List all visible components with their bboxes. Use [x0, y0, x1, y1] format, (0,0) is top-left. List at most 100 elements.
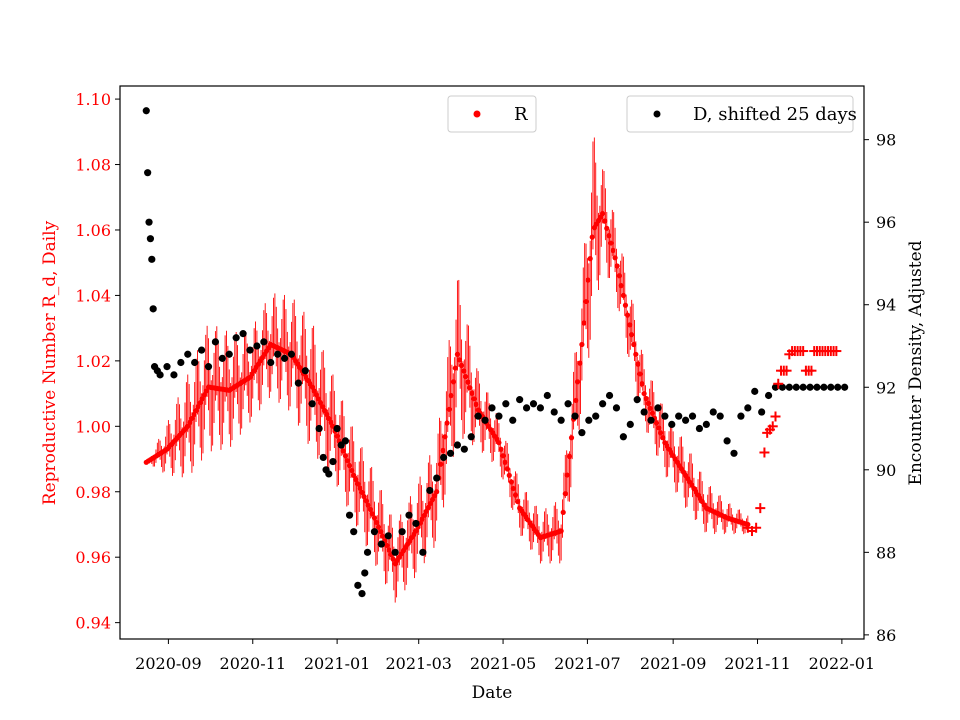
x-axis-label: Date — [472, 683, 513, 703]
y-right-tick-label: 86 — [876, 626, 896, 645]
d-point — [619, 433, 627, 441]
d-point — [319, 453, 327, 462]
r-point — [647, 405, 653, 411]
r-plus-marker — [755, 503, 766, 514]
r-point — [581, 320, 587, 326]
d-point — [467, 433, 475, 441]
r-point — [506, 472, 512, 478]
r-point — [365, 502, 371, 508]
r-point — [429, 497, 436, 503]
d-point — [585, 416, 593, 424]
r-point — [606, 233, 612, 239]
d-point — [522, 404, 531, 412]
d-point — [260, 338, 268, 346]
r-plus-marker — [751, 522, 762, 533]
r-point — [324, 411, 330, 418]
d-point — [170, 371, 178, 379]
r-point — [199, 396, 205, 402]
d-point — [149, 305, 157, 313]
d-point — [682, 416, 690, 424]
d-points — [142, 107, 849, 598]
r-point — [618, 283, 624, 289]
y-left-tick-label: 1.02 — [75, 352, 111, 371]
legend-d: D, shifted 25 days — [626, 95, 857, 133]
r-point — [560, 509, 566, 515]
d-point — [405, 511, 413, 519]
d-point — [509, 416, 517, 424]
legend-r-box — [447, 95, 537, 133]
d-point — [481, 416, 489, 424]
x-tick-label: 2021-11 — [724, 654, 790, 673]
d-point — [191, 358, 199, 367]
d-point — [325, 470, 333, 478]
d-point — [460, 445, 468, 453]
r-point — [465, 379, 471, 385]
d-point — [267, 358, 275, 367]
d-point — [778, 383, 787, 391]
r-point — [633, 351, 639, 357]
r-point — [626, 322, 633, 328]
y-left-tick-label: 0.94 — [75, 614, 111, 633]
r-point — [467, 385, 473, 391]
r-point — [583, 298, 589, 305]
d-point — [474, 412, 482, 420]
d-point — [412, 519, 420, 528]
r-point — [656, 425, 662, 431]
d-point — [308, 400, 316, 408]
d-point — [177, 358, 185, 367]
r-point — [421, 512, 427, 518]
r-point — [585, 277, 591, 283]
r-point — [504, 466, 510, 472]
y-right-tick-label: 96 — [876, 213, 896, 232]
d-point — [211, 338, 220, 346]
d-point — [702, 420, 710, 429]
r-point — [577, 360, 583, 366]
r-point — [568, 435, 575, 441]
r-point — [189, 415, 195, 422]
r-point — [425, 504, 431, 511]
y-right-tick-label: 88 — [876, 543, 896, 562]
d-point — [592, 412, 600, 420]
r-point — [622, 302, 629, 308]
x-tick-label: 2021-05 — [470, 654, 536, 673]
r-point — [616, 273, 622, 279]
r-point — [197, 400, 203, 406]
d-point — [785, 383, 793, 391]
d-point — [384, 532, 392, 540]
d-point — [239, 330, 247, 338]
d-point — [156, 371, 164, 379]
legend-d-label: D, shifted 25 days — [693, 104, 857, 125]
r-point — [510, 485, 517, 492]
d-point — [232, 334, 240, 342]
r-point — [608, 240, 614, 246]
r-point — [448, 392, 454, 399]
r-point — [454, 351, 461, 357]
r-point — [311, 388, 317, 394]
d-point — [144, 169, 152, 177]
d-point — [218, 354, 226, 362]
r-point — [317, 400, 324, 406]
d-point — [550, 408, 558, 416]
d-point — [675, 412, 683, 420]
d-point — [529, 400, 538, 408]
d-point — [301, 367, 309, 375]
r-point — [575, 379, 581, 385]
d-point — [806, 383, 814, 391]
d-point — [827, 383, 835, 391]
d-point — [688, 412, 697, 420]
r-plus-marker — [798, 346, 809, 357]
r-point — [604, 225, 610, 231]
d-point — [557, 416, 565, 424]
r-point — [191, 411, 197, 418]
d-point — [197, 346, 206, 354]
d-point — [225, 350, 233, 358]
x-tick-label: 2021-07 — [554, 654, 620, 673]
r-point — [440, 447, 446, 454]
d-point — [361, 569, 369, 577]
d-point — [329, 457, 337, 466]
r-point — [452, 365, 458, 371]
d-point — [439, 453, 448, 462]
d-point — [433, 474, 441, 482]
r-point — [645, 400, 651, 407]
x-tick-label: 2020-09 — [135, 654, 201, 673]
